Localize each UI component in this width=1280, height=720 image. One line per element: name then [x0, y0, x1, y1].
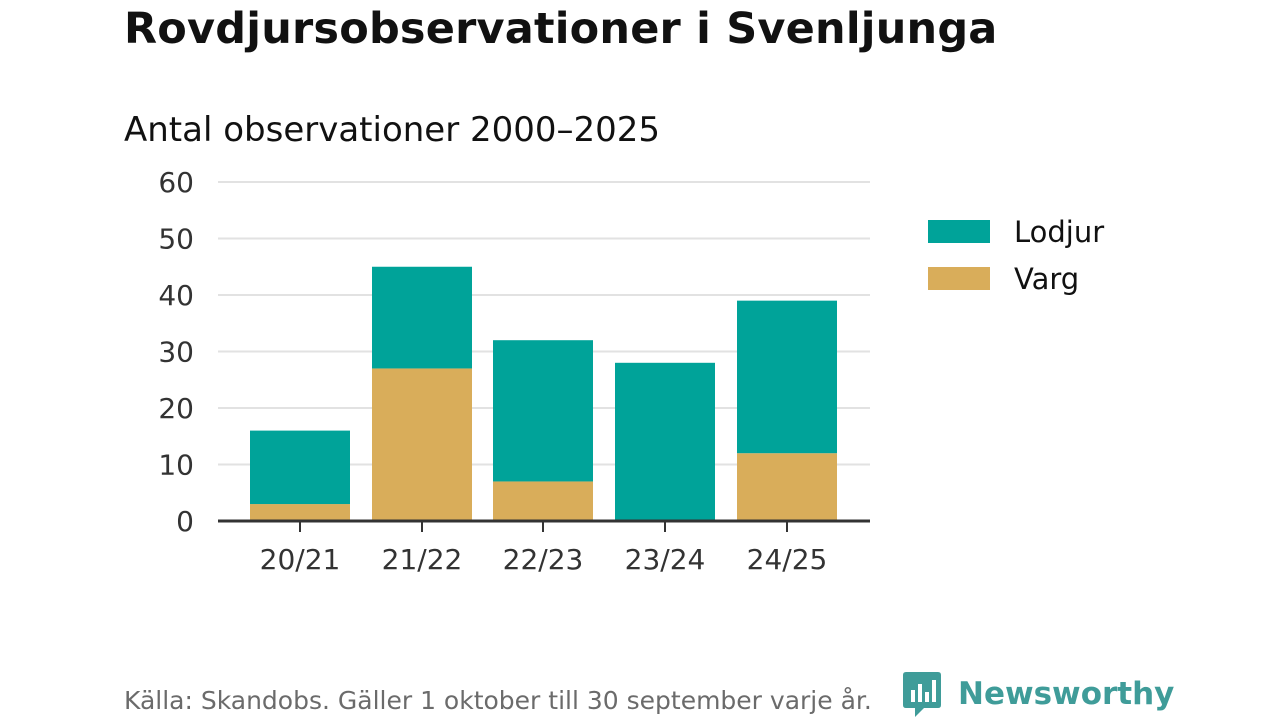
bar-varg-22-23: [493, 481, 593, 521]
bar-varg-20-21: [250, 504, 350, 521]
y-tick-label-60: 60: [158, 166, 194, 199]
legend-swatch-lodjur: [928, 220, 990, 243]
source-note: Källa: Skandobs. Gäller 1 oktober till 3…: [124, 686, 872, 715]
x-tick-label-24-25: 24/25: [747, 543, 828, 576]
x-tick-label-20-21: 20/21: [260, 543, 341, 576]
legend: Lodjur Varg: [928, 208, 1104, 302]
y-tick-label-50: 50: [158, 223, 194, 256]
y-tick-label-40: 40: [158, 279, 194, 312]
bar-varg-21-22: [372, 368, 472, 521]
bar-lodjur-23-24: [615, 362, 715, 521]
y-tick-label-20: 20: [158, 392, 194, 425]
brand-logo[interactable]: Newsworthy: [902, 670, 1174, 718]
legend-label-lodjur: Lodjur: [1014, 214, 1105, 249]
legend-swatch-varg: [928, 267, 990, 290]
brand-name: Newsworthy: [958, 676, 1175, 712]
x-tick-label-21-22: 21/22: [382, 543, 463, 576]
chart-subtitle: Antal observationer 2000–2025: [124, 110, 661, 150]
bar-lodjur-22-23: [493, 340, 593, 482]
newsworthy-logo-icon: [903, 672, 941, 717]
bar-lodjur-21-22: [372, 266, 472, 369]
legend-item-lodjur: Lodjur: [928, 208, 1104, 255]
bar-varg-24-25: [737, 453, 837, 521]
legend-label-varg: Varg: [1014, 261, 1080, 296]
bar-lodjur-24-25: [737, 300, 837, 454]
x-tick-label-22-23: 22/23: [503, 543, 584, 576]
x-tick-label-23-24: 23/24: [625, 543, 706, 576]
y-tick-label-10: 10: [158, 449, 194, 482]
bar-lodjur-20-21: [250, 430, 350, 505]
chart-title: Rovdjursobservationer i Svenljunga: [124, 4, 998, 54]
y-tick-label-30: 30: [158, 336, 194, 369]
y-tick-label-0: 0: [176, 505, 194, 538]
legend-item-varg: Varg: [928, 255, 1104, 302]
